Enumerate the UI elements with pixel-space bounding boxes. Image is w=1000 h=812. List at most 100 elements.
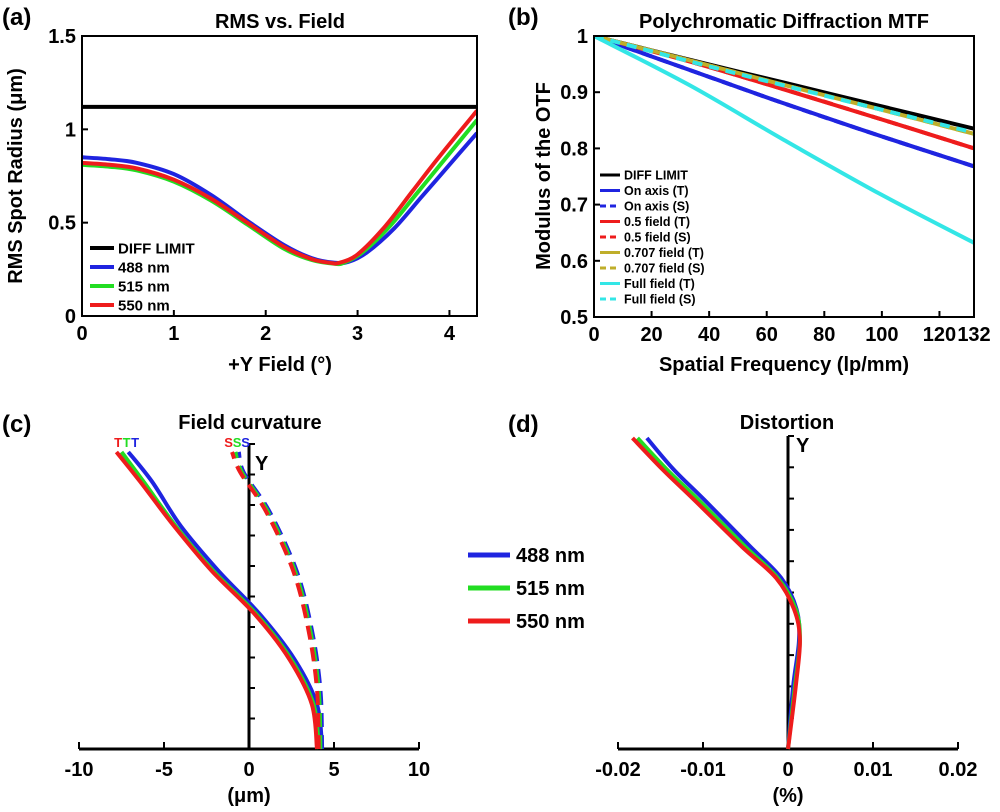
legend-label-515-nm: 515 nm — [118, 278, 170, 295]
legend-label-515-nm: 515 nm — [516, 578, 585, 600]
legend-label-0-5-field-s: 0.5 field (S) — [624, 231, 691, 245]
panel-d: (d) Distortion (%) Y -0.02 -0.01 0 0.01 0.02 — [508, 411, 977, 807]
plot-area-c: -10 -5 0 5 10 T T T S S S — [65, 435, 431, 781]
x-tick-label: 0 — [76, 323, 87, 345]
series-line-488-nm-t — [126, 450, 325, 750]
y-tick-label: 1 — [577, 26, 588, 48]
series-line-488-nm — [645, 436, 802, 750]
y-tick-label: 1 — [65, 119, 76, 141]
x-tick-label: 100 — [865, 324, 898, 346]
curve-marker-s: S — [233, 435, 242, 450]
axis-y-tag-d: Y — [796, 435, 810, 457]
x-tick-label: 60 — [756, 324, 778, 346]
plot-frame-b — [593, 35, 975, 318]
series-group — [594, 36, 974, 245]
x-tick-label: 80 — [813, 324, 835, 346]
plot-area-d: -0.02 -0.01 0 0.01 0.02 — [595, 435, 978, 781]
series-line-on-axis-s — [594, 36, 974, 169]
x-tick-label: -5 — [155, 759, 173, 781]
legend-label-488-nm: 488 nm — [118, 259, 170, 276]
y-tick-label: 0.6 — [560, 251, 588, 273]
panel-label-c: (c) — [2, 411, 31, 438]
plot-area-a: 0 1 2 3 4 0 0.5 1 1.5 — [48, 26, 477, 345]
series-line-488-nm-s — [236, 451, 325, 750]
panel-label-a: (a) — [2, 4, 31, 31]
y-tick-label: 0 — [65, 306, 76, 328]
legend-label-on-axis-t: On axis (T) — [624, 184, 689, 198]
y-tick-label: 0.9 — [560, 82, 588, 104]
x-tick-label: 4 — [444, 323, 456, 345]
x-tick-label: 0 — [243, 759, 254, 781]
panel-b: (b) Polychromatic Diffraction MTF Modulu… — [508, 4, 991, 376]
series-line-550-nm-t — [114, 450, 319, 750]
series-line-full-field-t — [594, 36, 974, 245]
legend-label-488-nm: 488 nm — [516, 545, 585, 567]
y-tick-label: 0.5 — [560, 307, 588, 329]
x-tick-label: -0.02 — [595, 759, 641, 781]
series-line-550-nm — [631, 436, 802, 750]
x-tick-label: 0 — [588, 324, 599, 346]
plot-frame-a — [81, 35, 478, 317]
panel-label-d: (d) — [508, 411, 539, 438]
panel-a: (a) RMS vs. Field RMS Spot Radius (μm) +… — [2, 4, 478, 376]
chart-title-b: Polychromatic Diffraction MTF — [639, 11, 929, 33]
y-axis-label-b: Modulus of the OTF — [533, 82, 555, 270]
plot-area-b: 0 20 40 60 80 100 120 132 0.5 0.6 0.7 0.8 0.9 1 — [560, 26, 991, 346]
x-tick-label: 5 — [328, 759, 339, 781]
y-tick-label: 1.5 — [48, 26, 76, 48]
x-tick-label: -0.01 — [680, 759, 726, 781]
x-tick-label: 20 — [640, 324, 662, 346]
axis-y-tag-c: Y — [255, 453, 269, 475]
chart-title-d: Distortion — [740, 412, 834, 434]
x-tick-label: -10 — [65, 759, 94, 781]
curve-marker-t: T — [131, 435, 139, 450]
x-tick-label: 40 — [698, 324, 720, 346]
legend-label-diff-limit: DIFF LIMIT — [624, 169, 688, 183]
y-tick-label: 0.8 — [560, 138, 588, 160]
curve-marker-t: T — [114, 435, 122, 450]
x-axis-label-c: (μm) — [227, 785, 270, 807]
legend-label-550-nm: 550 nm — [118, 297, 170, 314]
series-line-550-nm-s — [230, 451, 321, 750]
legend-label-550-nm: 550 nm — [516, 611, 585, 633]
y-axis-label-a: RMS Spot Radius (μm) — [5, 68, 27, 284]
x-tick-label: 10 — [408, 759, 430, 781]
x-tick-label: 0.02 — [939, 759, 978, 781]
curve-marker-s: S — [224, 435, 233, 450]
curve-marker-t: T — [123, 435, 131, 450]
series-line-0-5-field-s — [594, 36, 974, 151]
x-tick-label: 1 — [168, 323, 179, 345]
series-line-full-field-s — [594, 36, 974, 135]
x-tick-label: 2 — [260, 323, 271, 345]
legend-label-full-field-s: Full field (S) — [624, 293, 696, 307]
chart-title-a: RMS vs. Field — [215, 11, 345, 33]
legend-label-0-707-field-t: 0.707 field (T) — [624, 246, 704, 260]
x-axis-label-a: +Y Field (°) — [228, 354, 332, 376]
curve-marker-s: S — [241, 435, 250, 450]
x-tick-label: 120 — [923, 324, 956, 346]
y-tick-label: 0.7 — [560, 195, 588, 217]
x-tick-label: 0.01 — [854, 759, 893, 781]
legend-label-full-field-t: Full field (T) — [624, 277, 695, 291]
x-tick-label: 0 — [782, 759, 793, 781]
wavelength-legend: 488 nm 515 nm 550 nm — [468, 545, 585, 633]
y-tick-label: 0.5 — [48, 213, 76, 235]
panel-c: (c) Field curvature (μm) Y -10 -5 0 5 10 T T T S… — [2, 411, 430, 807]
legend-label-on-axis-s: On axis (S) — [624, 200, 689, 214]
legend-a: DIFF LIMIT 488 nm 515 nm 550 nm — [90, 240, 195, 314]
x-axis-label-d: (%) — [772, 785, 803, 807]
legend-label-0-5-field-t: 0.5 field (T) — [624, 215, 690, 229]
legend-label-0-707-field-s: 0.707 field (S) — [624, 262, 705, 276]
chart-title-c: Field curvature — [178, 412, 321, 434]
panel-label-b: (b) — [508, 4, 539, 31]
legend-label-diff-limit: DIFF LIMIT — [118, 240, 195, 257]
series-group — [82, 104, 477, 267]
series-line-515-nm — [636, 436, 802, 750]
x-axis-label-b: Spatial Frequency (lp/mm) — [659, 354, 909, 376]
x-tick-label: 3 — [352, 323, 363, 345]
series-line-550-nm — [82, 109, 477, 266]
x-tick-label: 132 — [957, 324, 990, 346]
